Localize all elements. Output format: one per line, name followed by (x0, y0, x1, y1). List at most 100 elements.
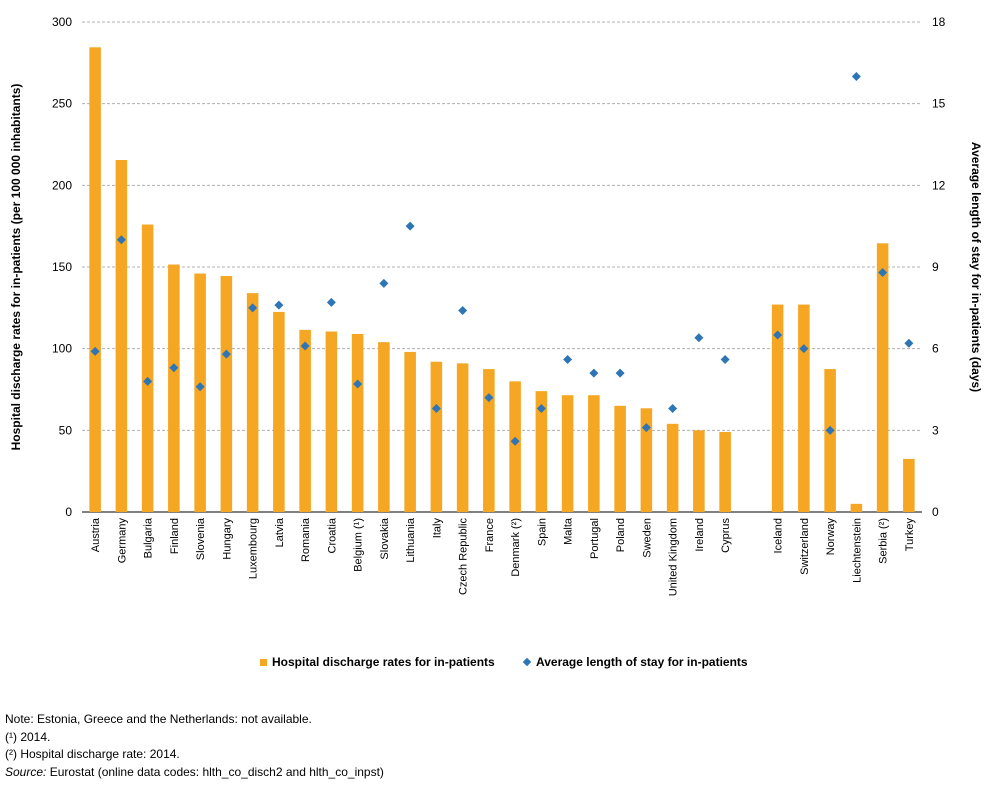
bar (666, 423, 679, 512)
category-label: Belgium (¹) (353, 518, 365, 572)
category-label: Denmark (²) (510, 518, 522, 577)
legend-item-length-of-stay: Average length of stay for in-patients (522, 655, 748, 669)
y-tick-label: 250 (52, 97, 72, 111)
bar (850, 503, 863, 512)
combo-chart: 0 50 100 150 200 250 300 0 3 6 9 12 15 18 Austria Germa… (9, 15, 983, 596)
bar (535, 391, 548, 512)
point (300, 341, 310, 351)
bar (168, 264, 180, 512)
source-line: Source: Eurostat (online data codes: hlt… (5, 764, 384, 782)
y2-tick-label: 12 (932, 178, 946, 192)
bar (115, 160, 128, 512)
point (825, 425, 835, 435)
category-label: Latvia (274, 517, 286, 547)
y2-axis-title: Average length of stay for in-patients (… (969, 142, 983, 392)
legend-label-discharge-rates: Hospital discharge rates for in-patients (272, 655, 495, 669)
point (458, 306, 468, 316)
category-label: Croatia (326, 517, 338, 553)
category-label: Iceland (773, 518, 785, 553)
bar (903, 458, 915, 512)
category-label: Portugal (589, 518, 601, 559)
category-label: Germany (116, 518, 128, 564)
bar (614, 405, 626, 512)
point (248, 303, 258, 313)
legend-label-length-of-stay: Average length of stay for in-patients (536, 655, 748, 669)
bar (876, 243, 889, 513)
point (720, 355, 730, 365)
point (195, 382, 205, 392)
point (694, 333, 704, 343)
bar (509, 381, 521, 512)
bar (561, 395, 574, 512)
bar (483, 369, 495, 512)
category-label: Luxembourg (248, 518, 260, 579)
bar (299, 329, 311, 512)
bar (693, 430, 705, 512)
category-label: Cyprus (720, 518, 732, 553)
category-label: France (484, 518, 496, 552)
point (90, 346, 100, 356)
point (510, 436, 520, 446)
point (379, 278, 389, 288)
y-axis-title: Hospital discharge rates for in-patients… (9, 84, 23, 451)
point (431, 404, 441, 414)
y2-tick-label: 18 (932, 15, 946, 29)
bar (325, 331, 338, 512)
category-label: Slovakia (379, 517, 391, 559)
category-label: Turkey (904, 518, 916, 552)
bar (404, 351, 416, 512)
point (904, 338, 914, 348)
y-tick-label: 100 (52, 342, 72, 356)
y2-tick-label: 3 (932, 423, 939, 437)
category-label: Romania (300, 517, 312, 562)
point (563, 355, 573, 365)
y-tick-label: 150 (52, 260, 72, 274)
source-label: Source: (5, 764, 47, 779)
category-label: Czech Republic (458, 518, 470, 596)
note-line-availability: Note: Estonia, Greece and the Netherland… (5, 712, 312, 726)
bar (378, 342, 390, 512)
y2-tick-label: 0 (932, 505, 939, 519)
point (878, 267, 888, 277)
bar (798, 304, 810, 512)
bar (456, 363, 469, 512)
bar (89, 47, 101, 513)
category-label: Serbia (²) (878, 518, 890, 564)
point (353, 379, 363, 389)
point (773, 330, 783, 340)
point (116, 235, 126, 245)
category-label: Bulgaria (143, 517, 155, 558)
y-tick-label: 0 (65, 505, 72, 519)
category-label: Norway (825, 518, 837, 556)
y2-tick-label: 15 (932, 97, 946, 111)
bar (430, 361, 443, 512)
point (799, 344, 809, 354)
bar (220, 275, 233, 512)
point (851, 71, 861, 81)
category-label: Italy (431, 518, 443, 539)
category-label: Lithuania (405, 517, 417, 563)
bar (141, 224, 154, 513)
point (484, 393, 494, 403)
category-label: Malta (563, 517, 575, 545)
category-label: Ireland (694, 518, 706, 552)
point (405, 221, 415, 231)
bar (273, 311, 285, 512)
y-tick-label: 50 (59, 423, 73, 437)
point (221, 349, 231, 359)
category-label: Poland (615, 518, 627, 552)
category-label: Spain (536, 518, 548, 546)
point (641, 423, 651, 433)
category-label: Austria (90, 517, 102, 552)
bar (640, 408, 653, 512)
point (615, 368, 625, 378)
note-line-footnote-2: (²) Hospital discharge rate: 2014. (5, 747, 180, 761)
point (274, 300, 284, 310)
category-label: Sweden (641, 518, 653, 558)
point (326, 297, 336, 307)
legend-bar-swatch (260, 658, 267, 666)
point (536, 404, 546, 414)
point (589, 368, 599, 378)
chart-notes: Note: Estonia, Greece and the Netherland… (5, 711, 384, 781)
source-text: Eurostat (online data codes: hlth_co_dis… (46, 764, 384, 779)
